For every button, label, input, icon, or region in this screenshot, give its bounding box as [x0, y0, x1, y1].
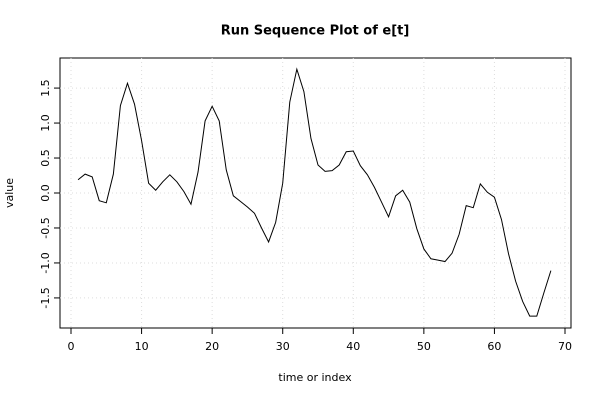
x-tick-label: 10	[135, 340, 149, 353]
y-tick-label: 0.5	[39, 149, 52, 167]
x-tick-label: 60	[487, 340, 501, 353]
x-tick-label: 40	[346, 340, 360, 353]
y-tick-label: -1.5	[39, 287, 52, 308]
y-tick-label: -0.5	[39, 217, 52, 238]
x-tick-label: 50	[417, 340, 431, 353]
y-axis-label: value	[3, 178, 16, 208]
y-tick-label: 1.0	[39, 114, 52, 132]
data-line	[77, 67, 552, 317]
x-axis-label: time or index	[278, 371, 352, 384]
y-tick-label: -1.0	[39, 252, 52, 273]
x-tick-label: 20	[205, 340, 219, 353]
y-tick-label: 0.0	[39, 184, 52, 202]
x-tick-label: 0	[68, 340, 75, 353]
y-tick-label: 1.5	[39, 79, 52, 97]
x-tick-label: 70	[558, 340, 572, 353]
chart-title: Run Sequence Plot of e[t]	[221, 24, 410, 39]
x-tick-label: 30	[276, 340, 290, 353]
